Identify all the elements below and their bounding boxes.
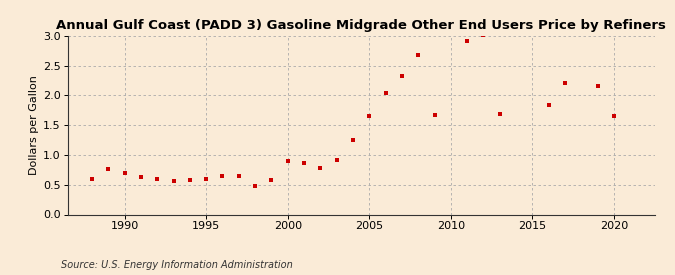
Point xyxy=(543,103,554,107)
Point xyxy=(119,170,130,175)
Point xyxy=(315,166,326,170)
Point xyxy=(609,114,620,119)
Y-axis label: Dollars per Gallon: Dollars per Gallon xyxy=(28,75,38,175)
Title: Annual Gulf Coast (PADD 3) Gasoline Midgrade Other End Users Price by Refiners: Annual Gulf Coast (PADD 3) Gasoline Midg… xyxy=(56,19,666,32)
Point xyxy=(103,166,113,171)
Point xyxy=(298,161,309,166)
Point xyxy=(380,91,391,95)
Point xyxy=(266,178,277,182)
Point xyxy=(152,177,163,182)
Point xyxy=(331,158,342,162)
Point xyxy=(348,138,358,142)
Point xyxy=(86,177,97,181)
Point xyxy=(478,33,489,37)
Point xyxy=(494,112,505,117)
Point xyxy=(184,178,195,182)
Point xyxy=(592,84,603,88)
Point xyxy=(168,178,179,183)
Point xyxy=(217,174,228,178)
Point xyxy=(136,175,146,179)
Text: Source: U.S. Energy Information Administration: Source: U.S. Energy Information Administ… xyxy=(61,260,292,270)
Point xyxy=(429,113,440,117)
Point xyxy=(462,38,472,43)
Point xyxy=(396,73,407,78)
Point xyxy=(200,177,211,182)
Point xyxy=(234,174,244,178)
Point xyxy=(560,81,570,86)
Point xyxy=(282,159,293,163)
Point xyxy=(250,184,261,188)
Point xyxy=(413,53,424,58)
Point xyxy=(364,114,375,119)
